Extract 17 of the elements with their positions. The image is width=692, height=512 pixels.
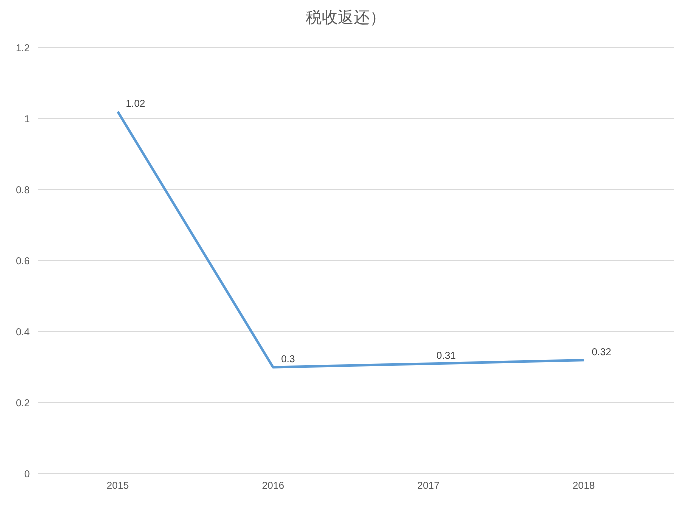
- chart-title: 税收返还）: [305, 8, 387, 29]
- y-tick-label: 1: [24, 114, 30, 126]
- y-tick-label: 0.4: [16, 328, 30, 339]
- y-tick-label: 0.6: [16, 256, 30, 268]
- x-tick-label: 2016: [262, 481, 285, 492]
- data-label: 0.32: [592, 347, 612, 358]
- x-tick-label: 2018: [572, 481, 596, 492]
- data-label: 0.31: [436, 350, 457, 362]
- x-tick-label: 2017: [418, 481, 440, 492]
- y-tick-label: 0: [24, 470, 30, 481]
- data-label: 1.02: [126, 98, 146, 110]
- line-series: [116, 110, 586, 369]
- data-label: 0.3: [281, 354, 296, 366]
- y-tick-label: 0.8: [16, 186, 30, 197]
- y-tick-label: 0.2: [16, 398, 30, 410]
- y-tick-label: 1.2: [16, 44, 30, 55]
- x-tick-label: 2015: [106, 481, 130, 492]
